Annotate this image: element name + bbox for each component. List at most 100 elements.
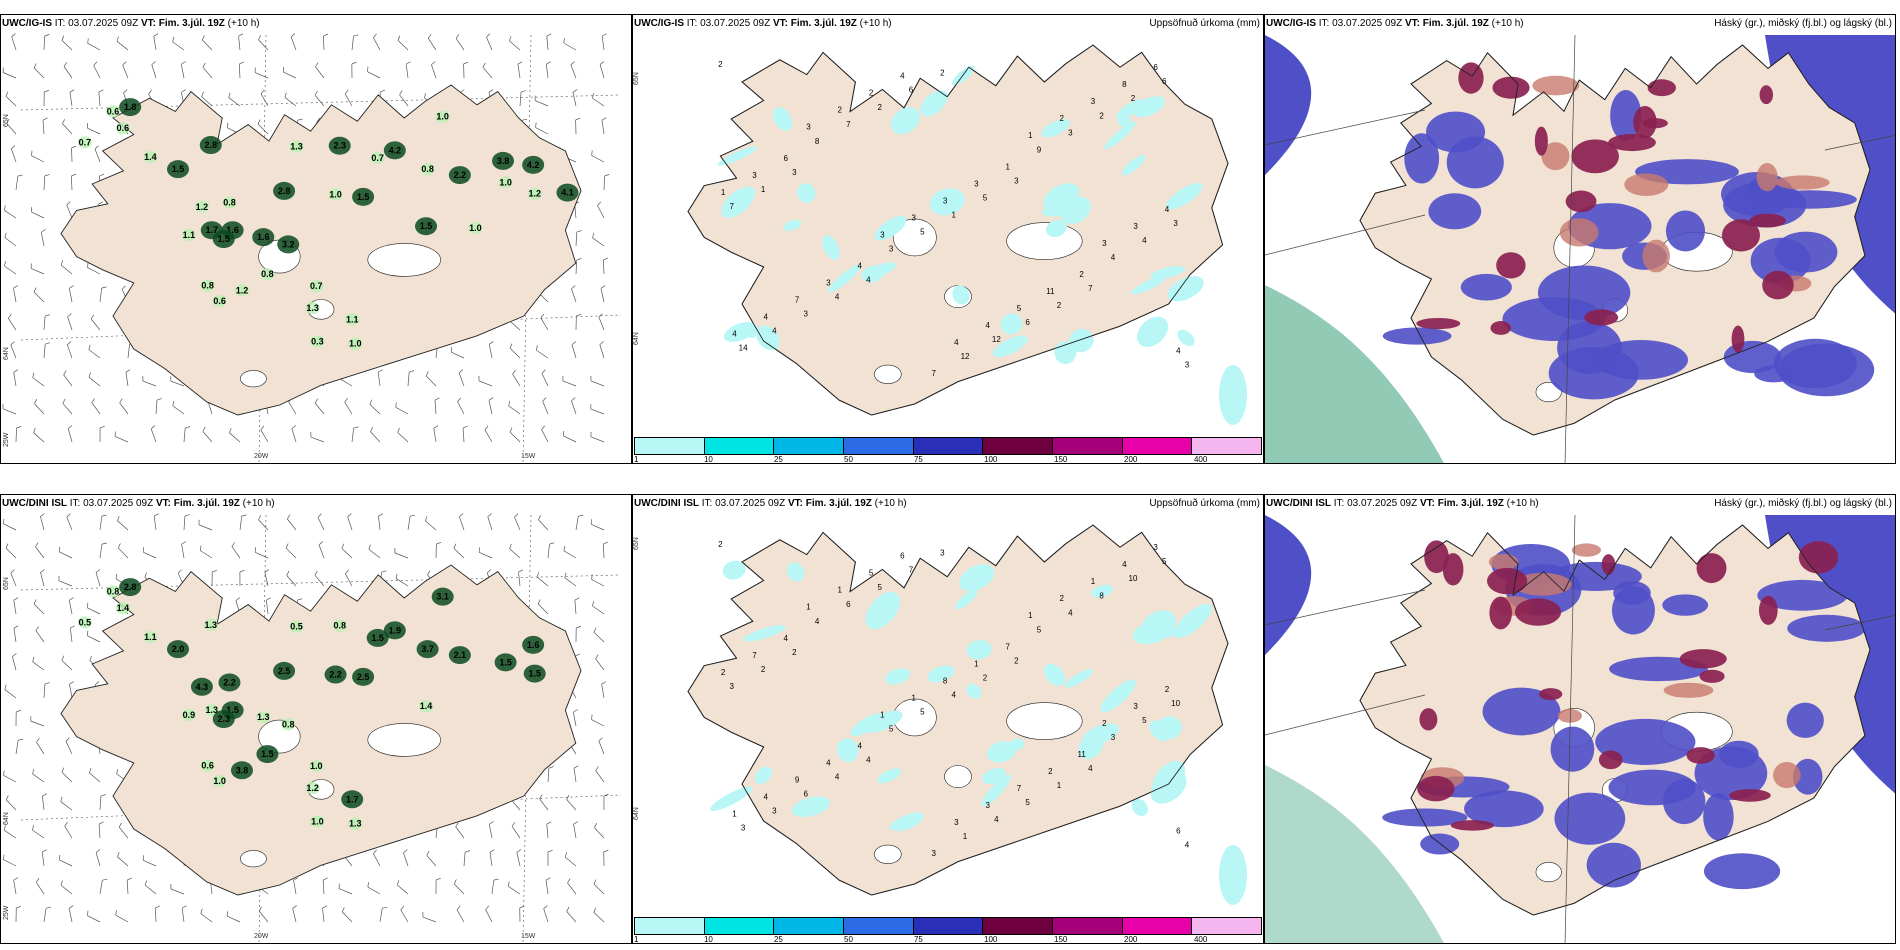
wind-barb bbox=[99, 794, 106, 811]
precip-panel-ig-is[interactable]: UWC/IG-IS IT: 03.07.2025 09Z VT: Fim. 3.… bbox=[632, 14, 1264, 464]
wind-barb bbox=[122, 61, 129, 79]
wind-barb bbox=[15, 738, 24, 755]
low-cloud-patch bbox=[1663, 778, 1706, 825]
wind-barb bbox=[570, 61, 577, 79]
wind-barb bbox=[567, 878, 577, 895]
precip-total-label: 7 bbox=[909, 566, 914, 575]
precip-total-label: 1 bbox=[951, 210, 956, 219]
precip-value-label: 1.3 bbox=[306, 303, 319, 313]
precip-blob bbox=[106, 105, 120, 118]
precip-value-label: 1.0 bbox=[436, 112, 449, 122]
precip-total-label: 2 bbox=[1059, 114, 1064, 123]
precip-blob bbox=[143, 630, 158, 643]
wind-barb bbox=[518, 569, 524, 587]
wind-barb bbox=[539, 794, 549, 811]
precip-panel-dini[interactable]: UWC/DINI ISL IT: 03.07.2025 09Z VT: Fim.… bbox=[632, 494, 1264, 944]
precip-value-label: 0.8 bbox=[261, 269, 274, 279]
precip-value-label: 1.5 bbox=[357, 192, 370, 202]
colorbar-tick-label: 150 bbox=[1054, 935, 1068, 944]
precip-value-label: 1.6 bbox=[527, 640, 540, 650]
precip-blob bbox=[190, 677, 213, 696]
wind-barb bbox=[257, 119, 269, 135]
wind-barb bbox=[153, 513, 159, 531]
precip-total-label: 5 bbox=[983, 193, 988, 202]
cloud-panel-ig-is[interactable]: UWC/IG-IS IT: 03.07.2025 09Z VT: Fim. 3.… bbox=[1264, 14, 1896, 464]
precip-total-label: 3 bbox=[985, 801, 990, 810]
precip-area bbox=[920, 90, 948, 117]
wind-barb bbox=[88, 372, 101, 387]
high-cloud-patch bbox=[1624, 173, 1669, 196]
wind-barb bbox=[489, 849, 495, 867]
wind-barb bbox=[13, 369, 19, 387]
precip-value-label: 1.1 bbox=[346, 314, 359, 324]
precip-area bbox=[966, 683, 982, 699]
low-cloud-patch bbox=[1550, 726, 1595, 772]
colorbar-tick-label: 1 bbox=[634, 935, 639, 944]
precip-map: 2243245247211036545810365445345153444371… bbox=[687, 524, 1247, 905]
precip-area bbox=[1043, 183, 1080, 212]
wind-barb bbox=[571, 285, 577, 303]
colorbar-tick-label: 200 bbox=[1124, 455, 1138, 464]
precip-blob bbox=[289, 620, 304, 633]
precip-value-label: 0.8 bbox=[107, 586, 120, 596]
precip-blob bbox=[310, 815, 325, 828]
glacier-2 bbox=[367, 243, 441, 277]
mid-cloud-patch bbox=[1749, 213, 1786, 228]
wind-barb bbox=[31, 150, 45, 163]
precip-total-label: 2 bbox=[718, 60, 723, 69]
precip-total-label: 4 bbox=[857, 741, 862, 750]
colorbar-tick-label: 25 bbox=[773, 935, 783, 944]
precip-area bbox=[822, 235, 840, 260]
high-cloud-patch bbox=[1773, 762, 1801, 789]
wind-barb bbox=[64, 821, 73, 839]
wind-barb bbox=[13, 285, 18, 303]
mid-cloud-patch bbox=[1539, 688, 1563, 701]
colorbar-tick-label: 75 bbox=[913, 935, 923, 944]
precip-total-label: 4 bbox=[764, 313, 769, 322]
mid-cloud-patch bbox=[1762, 270, 1794, 300]
colorbar-swatch bbox=[983, 918, 1054, 934]
precip-area bbox=[865, 591, 901, 630]
wind-map: 0.6 1.8 0.7 0.6 1.4 1.5 2.8 1.2 0.8 3.2 1.6 1.3 2.3 0… bbox=[2, 33, 622, 463]
precip-blob bbox=[348, 337, 363, 350]
precip-value-label: 1.1 bbox=[183, 230, 196, 240]
wind-barb bbox=[379, 906, 388, 923]
panel-header: UWC/IG-IS IT: 03.07.2025 09Z VT: Fim. 3.… bbox=[634, 18, 892, 29]
precip-total-label: 3 bbox=[1111, 733, 1116, 742]
precip-area bbox=[1043, 663, 1066, 687]
precip-value-label: 1.3 bbox=[349, 819, 362, 829]
precip-blob bbox=[352, 667, 375, 686]
precip-value-label: 2.2 bbox=[454, 170, 467, 180]
wind-barb bbox=[599, 341, 605, 359]
precip-value-label: 0.9 bbox=[183, 710, 196, 720]
precip-total-label: 2 bbox=[1079, 270, 1084, 279]
precip-value-label: 1.2 bbox=[528, 189, 541, 199]
precip-value-label: 4.2 bbox=[527, 160, 540, 170]
precip-total-label: 4 bbox=[1068, 608, 1073, 617]
mid-cloud-patch bbox=[1601, 554, 1616, 575]
high-cloud-patch bbox=[1557, 708, 1582, 723]
wind-barb bbox=[377, 369, 383, 387]
wind-barb bbox=[293, 877, 299, 895]
precip-value-label: 1.5 bbox=[499, 657, 512, 667]
wind-barb bbox=[40, 513, 45, 531]
precip-total-label: 7 bbox=[1017, 784, 1022, 793]
low-cloud-patch bbox=[1792, 758, 1823, 795]
mid-cloud-patch bbox=[1424, 540, 1449, 574]
precip-area bbox=[1166, 182, 1203, 210]
high-cloud-patch bbox=[1756, 163, 1778, 192]
precip-area bbox=[890, 107, 920, 135]
wind-barb bbox=[11, 145, 17, 163]
precip-total-label: 12 bbox=[992, 335, 1001, 344]
wind-barb bbox=[592, 232, 605, 247]
precip-total-label: 6 bbox=[803, 790, 808, 799]
wind-precip-panel-dini[interactable]: UWC/DINI ISL IT: 03.07.2025 09Z VT: Fim.… bbox=[0, 494, 632, 944]
lat-label-64n: 64N bbox=[633, 332, 640, 345]
wind-barb bbox=[509, 36, 521, 51]
cloud-panel-dini[interactable]: UWC/DINI ISL IT: 03.07.2025 09Z VT: Fim.… bbox=[1264, 494, 1896, 944]
wind-precip-panel-ig-is[interactable]: UWC/IG-IS IT: 03.07.2025 09Z VT: Fim. 3.… bbox=[0, 14, 632, 464]
precip-total-label: 8 bbox=[943, 676, 948, 685]
mid-cloud-patch bbox=[1417, 775, 1455, 802]
wind-barb bbox=[153, 33, 159, 51]
wind-barb bbox=[564, 572, 577, 587]
